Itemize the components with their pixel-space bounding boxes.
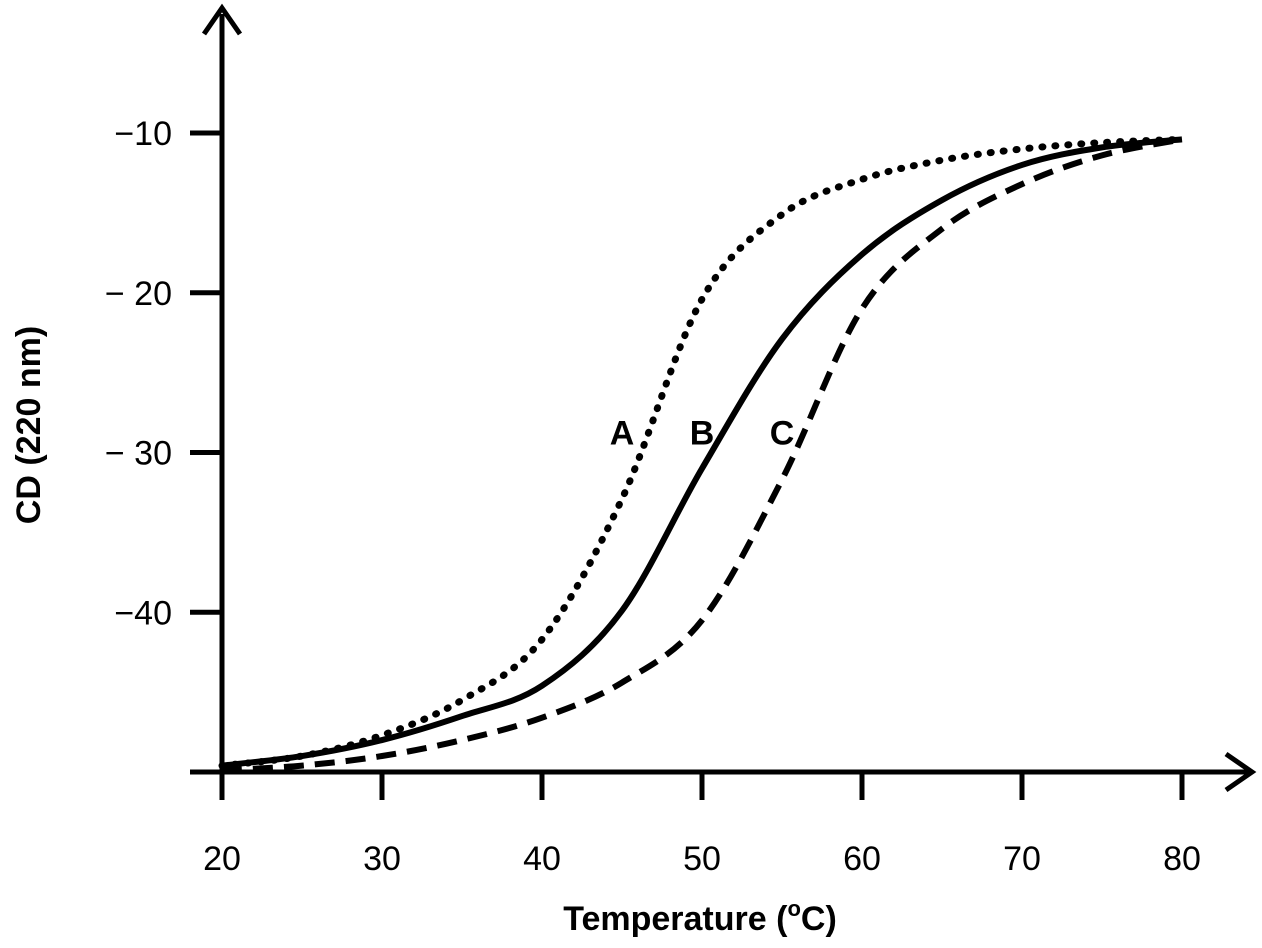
y-tick-label: − 30 [105, 435, 172, 473]
y-axis-arrow-icon [201, 3, 243, 36]
curve-b [221, 136, 1183, 769]
x-tick-label: 70 [1003, 840, 1041, 878]
x-tick-label: 60 [843, 840, 881, 878]
y-tick-label: − 20 [105, 275, 172, 313]
y-tick-label: −10 [114, 115, 172, 153]
x-axis-title: Temperature (oC) [563, 896, 837, 938]
x-tick-label: 50 [683, 840, 721, 878]
curve-a [218, 135, 1186, 770]
x-tick-label: 40 [523, 840, 561, 878]
curve-label-b: B [690, 415, 715, 453]
y-axis-title: CD (220 nm) [10, 326, 48, 524]
curve-label-c: C [770, 415, 795, 453]
curve-c [221, 136, 1183, 774]
y-tick-label: −40 [114, 594, 172, 632]
x-tick-label: 30 [363, 840, 401, 878]
x-axis-arrow-icon [1224, 751, 1257, 793]
curve-label-a: A [610, 415, 635, 453]
axes [190, 3, 1257, 793]
x-tick-label: 80 [1163, 840, 1201, 878]
x-tick-label: 20 [203, 840, 241, 878]
